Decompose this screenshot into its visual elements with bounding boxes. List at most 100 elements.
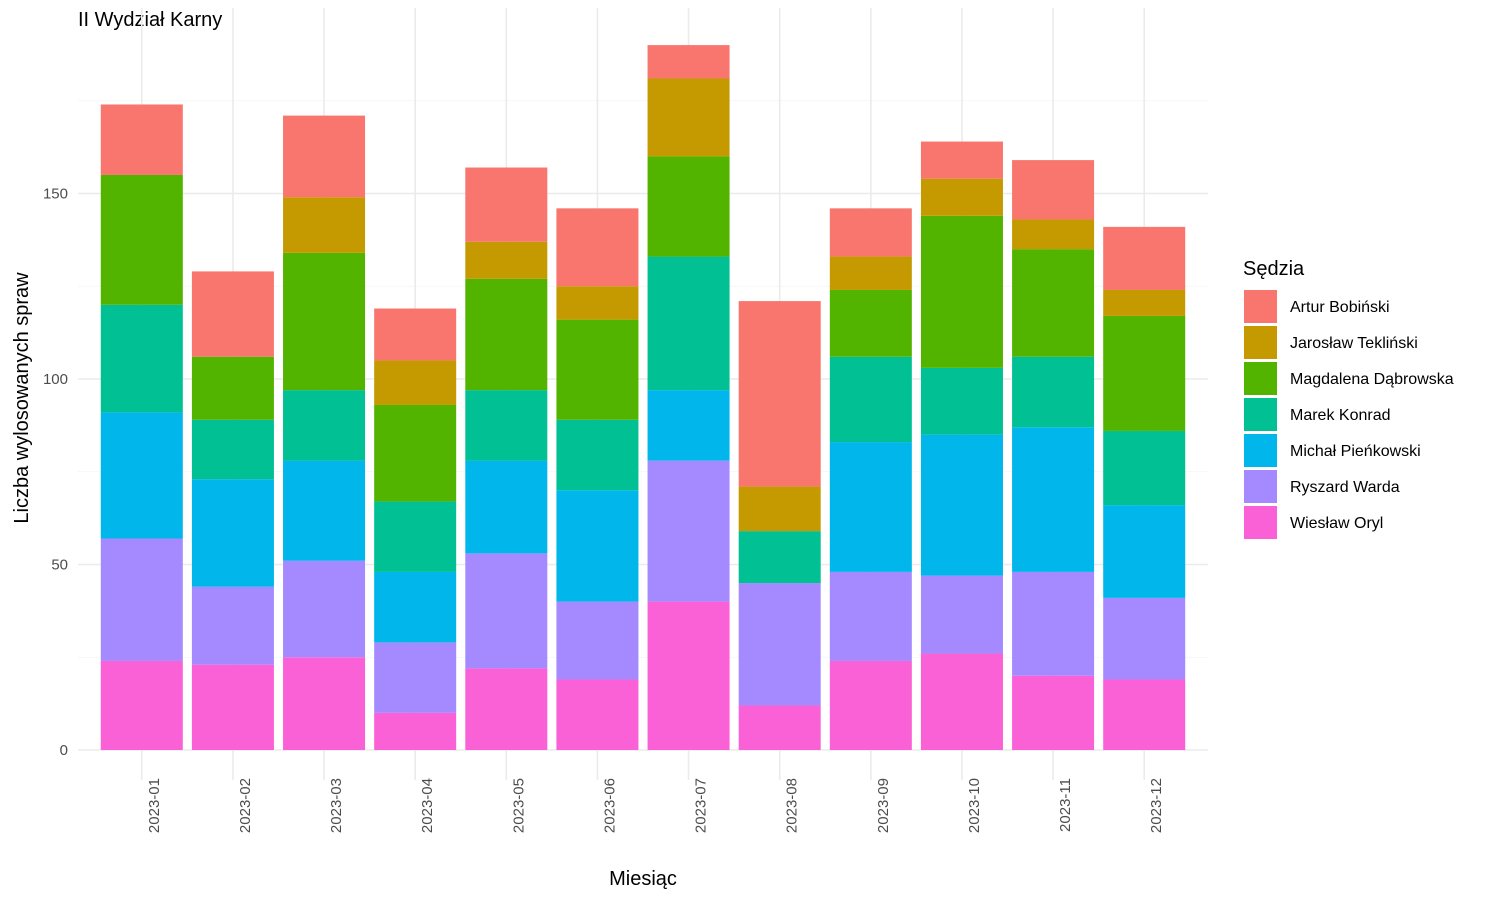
bar-segment bbox=[1012, 249, 1095, 357]
x-tick-label: 2023-01 bbox=[146, 778, 163, 833]
bar-segment bbox=[374, 360, 457, 405]
bar-segment bbox=[556, 208, 639, 287]
bar-segment bbox=[1103, 226, 1186, 290]
bar-segment bbox=[829, 256, 912, 290]
bar-segment bbox=[920, 215, 1003, 368]
bar-segment bbox=[100, 304, 183, 413]
bar-segment bbox=[1012, 356, 1095, 428]
legend-swatch bbox=[1244, 434, 1277, 467]
legend: Sędzia Artur Bobiński Jarosław Tekliński M… bbox=[1243, 258, 1454, 539]
bar-segment bbox=[1103, 597, 1186, 680]
bar-segment bbox=[191, 479, 274, 587]
bar-segment bbox=[374, 404, 457, 502]
bar-segment bbox=[738, 705, 821, 750]
y-tick-label: 50 bbox=[51, 557, 68, 574]
bar-segment bbox=[1103, 315, 1186, 431]
bar-segment bbox=[920, 653, 1003, 750]
bar-segment bbox=[1012, 571, 1095, 676]
bar-segment bbox=[1103, 430, 1186, 506]
bar-segment bbox=[1103, 289, 1186, 316]
bar-segment bbox=[1012, 219, 1095, 250]
bar-segment bbox=[556, 286, 639, 320]
x-tick-label: 2023-02 bbox=[237, 778, 254, 833]
bar-segment bbox=[920, 141, 1003, 179]
bar-segment bbox=[283, 252, 366, 391]
bars bbox=[100, 45, 1186, 750]
bar-segment bbox=[374, 712, 457, 750]
legend-swatch bbox=[1244, 398, 1277, 431]
bar-segment bbox=[920, 367, 1003, 435]
bar-segment bbox=[283, 560, 366, 658]
bar-segment bbox=[829, 356, 912, 443]
bar-segment bbox=[920, 178, 1003, 216]
bar-segment bbox=[100, 412, 183, 539]
legend-label: Wiesław Oryl bbox=[1290, 515, 1383, 532]
bar-segment bbox=[829, 289, 912, 357]
bar-segment bbox=[647, 256, 730, 391]
legend-label: Magdalena Dąbrowska bbox=[1290, 371, 1454, 388]
legend-label: Artur Bobiński bbox=[1290, 299, 1390, 316]
y-tick-label: 0 bbox=[60, 742, 68, 759]
bar-segment bbox=[374, 308, 457, 361]
bar-segment bbox=[1103, 505, 1186, 598]
bar-segment bbox=[829, 208, 912, 257]
bar-segment bbox=[191, 419, 274, 480]
legend-title: Sędzia bbox=[1243, 258, 1305, 280]
bar-segment bbox=[647, 601, 730, 750]
bar-segment bbox=[100, 104, 183, 175]
y-tick-label: 150 bbox=[43, 186, 68, 203]
bar-segment bbox=[100, 660, 183, 750]
legend-swatch bbox=[1244, 290, 1277, 323]
chart-title: II Wydział Karny bbox=[78, 9, 222, 31]
x-tick-label: 2023-09 bbox=[875, 778, 892, 833]
bar-segment bbox=[738, 301, 821, 487]
bar-segment bbox=[191, 664, 274, 750]
bar-segment bbox=[465, 460, 548, 554]
bar-segment bbox=[647, 156, 730, 257]
bar-segment bbox=[283, 657, 366, 750]
y-axis-ticks: 0 50 100 150 bbox=[43, 186, 68, 760]
bar-segment bbox=[465, 553, 548, 669]
bar-segment bbox=[738, 531, 821, 584]
bar-segment bbox=[556, 490, 639, 602]
bar-segment bbox=[100, 174, 183, 305]
legend-label: Ryszard Warda bbox=[1290, 479, 1400, 496]
x-tick-label: 2023-07 bbox=[693, 778, 710, 833]
bar-segment bbox=[100, 538, 183, 661]
bar-segment bbox=[283, 197, 366, 253]
bar-segment bbox=[556, 679, 639, 750]
legend-swatch bbox=[1244, 362, 1277, 395]
legend-label: Michał Pieńkowski bbox=[1290, 443, 1421, 460]
legend-swatch bbox=[1244, 326, 1277, 359]
legend-swatch bbox=[1244, 470, 1277, 503]
bar-segment bbox=[1012, 675, 1095, 750]
bar-segment bbox=[191, 586, 274, 665]
bar-segment bbox=[647, 45, 730, 79]
bar-segment bbox=[191, 271, 274, 357]
bar-segment bbox=[191, 356, 274, 420]
bar-segment bbox=[465, 278, 548, 391]
x-axis-ticks: 2023-01 2023-02 2023-03 2023-04 2023-05 2023-… bbox=[146, 778, 1165, 833]
bar-segment bbox=[556, 601, 639, 680]
y-tick-label: 100 bbox=[43, 371, 68, 388]
bar-segment bbox=[465, 668, 548, 750]
bar-segment bbox=[829, 660, 912, 750]
bar-segment bbox=[738, 583, 821, 706]
x-tick-label: 2023-05 bbox=[510, 778, 527, 833]
bar-segment bbox=[556, 319, 639, 420]
bar-segment bbox=[920, 575, 1003, 654]
bar-segment bbox=[647, 78, 730, 157]
x-tick-label: 2023-08 bbox=[784, 778, 801, 833]
legend-label: Marek Konrad bbox=[1290, 407, 1391, 424]
bar-segment bbox=[374, 642, 457, 713]
x-axis-title: Miesiąc bbox=[609, 868, 677, 890]
legend-swatch bbox=[1244, 506, 1277, 539]
x-tick-label: 2023-11 bbox=[1057, 778, 1074, 832]
bar-segment bbox=[283, 115, 366, 198]
bar-segment bbox=[465, 390, 548, 461]
x-tick-label: 2023-10 bbox=[966, 778, 983, 833]
bar-segment bbox=[647, 460, 730, 602]
y-axis-title: Liczba wylosowanych spraw bbox=[11, 272, 33, 524]
bar-segment bbox=[920, 434, 1003, 576]
